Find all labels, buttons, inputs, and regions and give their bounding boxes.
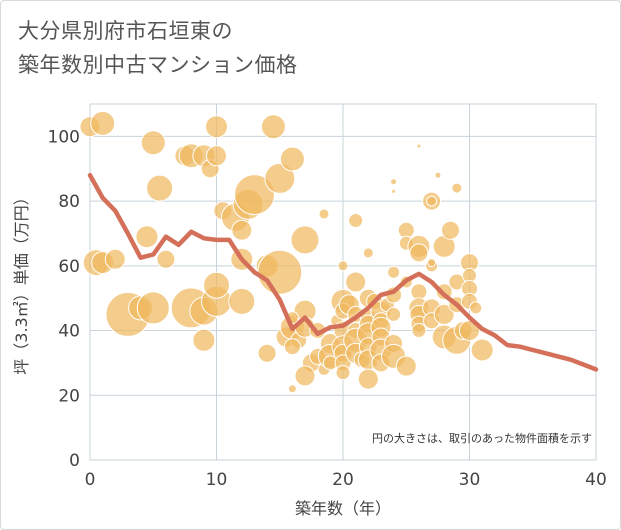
bubble-size-note: 円の大きさは、取引のあった物件面積を示す	[372, 431, 592, 445]
bubble-point	[279, 146, 305, 172]
bubble-point	[387, 265, 401, 279]
x-tick-label: 0	[85, 470, 96, 490]
x-tick-label: 40	[585, 470, 607, 490]
x-tick-label: 10	[206, 470, 228, 490]
bubble-point	[411, 323, 427, 338]
y-tick-label: 40	[58, 322, 80, 342]
bubble-point	[257, 343, 277, 363]
bubble-point	[426, 195, 438, 207]
bubble-point	[294, 365, 316, 387]
bubble-point	[205, 115, 228, 139]
x-tick-label: 30	[459, 470, 481, 490]
bubble-point	[264, 162, 296, 194]
bubble-point	[104, 248, 126, 270]
y-tick-label: 100	[48, 127, 80, 147]
bubble-point	[318, 208, 330, 220]
trend-line-path	[87, 172, 599, 372]
bubble-point	[395, 355, 417, 377]
x-axis-label: 築年数（年）	[295, 499, 391, 518]
bubble-point	[337, 260, 349, 272]
y-tick-label: 0	[69, 451, 80, 471]
bubble-point	[283, 338, 301, 356]
bubble-point	[469, 301, 483, 315]
bubble-point	[451, 182, 463, 194]
bubble-point	[290, 225, 320, 255]
bubble-point	[203, 271, 230, 299]
bubble-point	[386, 306, 402, 322]
bubble-point	[335, 365, 351, 381]
tick-labels: 0 10 20 30 40 0 20 40 60 80 100	[48, 127, 607, 490]
bubble-point	[156, 249, 176, 269]
bubble-point	[231, 219, 253, 241]
bubble-point	[287, 384, 297, 394]
bubble-point	[192, 328, 216, 352]
bubble-point	[434, 171, 442, 179]
bubble-point	[410, 283, 428, 301]
bubble-point	[416, 143, 422, 149]
bubble-point	[433, 303, 455, 325]
bubble-point	[140, 130, 166, 156]
bubble-point	[146, 174, 174, 202]
bubble-point	[441, 220, 460, 240]
bubble-point	[206, 145, 227, 167]
bubble-point	[228, 287, 256, 315]
grid-lines	[89, 103, 597, 461]
bubble-point	[390, 178, 398, 186]
y-tick-label: 20	[58, 386, 80, 406]
bubble-point	[409, 243, 429, 263]
bubble-point	[260, 114, 286, 140]
bubble-point	[391, 188, 397, 194]
bubble-point	[470, 338, 494, 362]
bubble-point	[135, 225, 159, 249]
bubble-point	[136, 291, 170, 325]
bubble-point	[348, 213, 364, 228]
y-axis-label: 坪（3.3㎡）単価（万円）	[12, 189, 31, 374]
chart-title: 大分県別府市石垣東の 築年数別中古マンション価格	[18, 19, 298, 77]
trend-line	[87, 172, 599, 372]
bubble-point	[345, 271, 367, 293]
bubble-point	[257, 249, 303, 295]
bubble-point	[357, 368, 379, 390]
bubble-point	[362, 247, 374, 259]
bubble-point	[234, 174, 275, 216]
x-tick-label: 20	[332, 470, 354, 490]
bubble-point	[427, 258, 437, 268]
y-tick-label: 60	[58, 257, 80, 277]
y-tick-label: 80	[58, 192, 80, 212]
bubble-point	[90, 110, 116, 136]
